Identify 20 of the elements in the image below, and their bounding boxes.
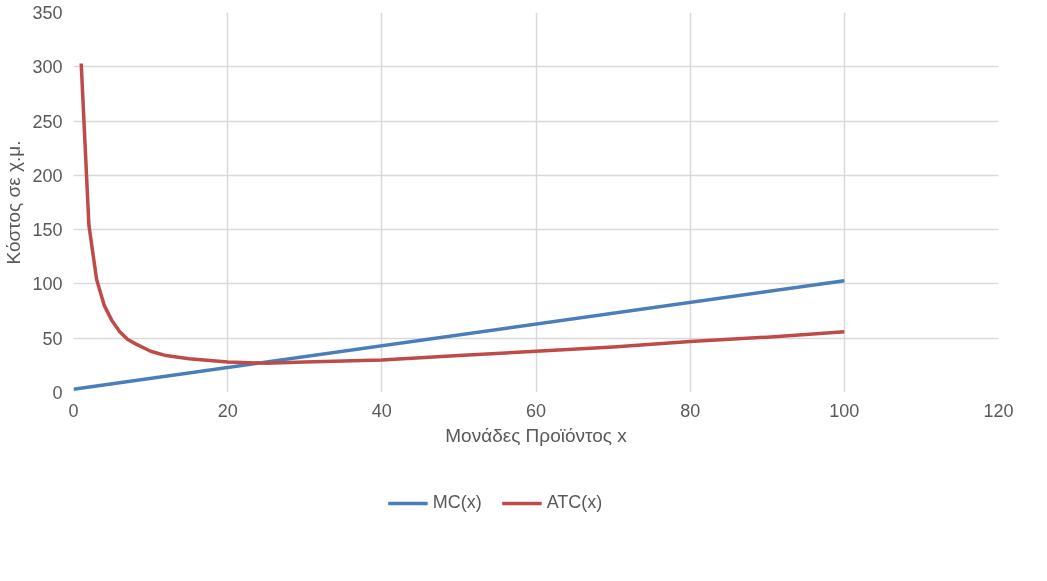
- y-tick-label: 200: [32, 165, 63, 186]
- x-tick-label: 0: [68, 400, 79, 421]
- x-axis-title: Μονάδες Προϊόντος x: [445, 424, 628, 446]
- line-series: [79, 61, 847, 365]
- y-tick-label: 350: [32, 3, 63, 23]
- y-tick-label: 0: [52, 383, 63, 403]
- y-tick-label: 100: [32, 274, 63, 295]
- x-tick-label: 80: [680, 400, 701, 421]
- legend-label: MC(x): [432, 492, 482, 513]
- y-tick-label: 300: [32, 57, 63, 78]
- x-tick-label: 100: [829, 400, 860, 421]
- legend-label: ATC(x): [546, 492, 603, 513]
- y-tick-label: 250: [32, 111, 63, 132]
- x-tick-label: 120: [983, 400, 1014, 421]
- x-tick-label: 20: [217, 400, 238, 421]
- x-tick-label: 40: [371, 400, 392, 421]
- y-tick-label: 50: [42, 328, 63, 349]
- y-axis-title: Κόστος σε χ.μ.: [3, 140, 25, 265]
- x-tick-label: 60: [525, 400, 547, 421]
- y-tick-label: 150: [32, 220, 63, 241]
